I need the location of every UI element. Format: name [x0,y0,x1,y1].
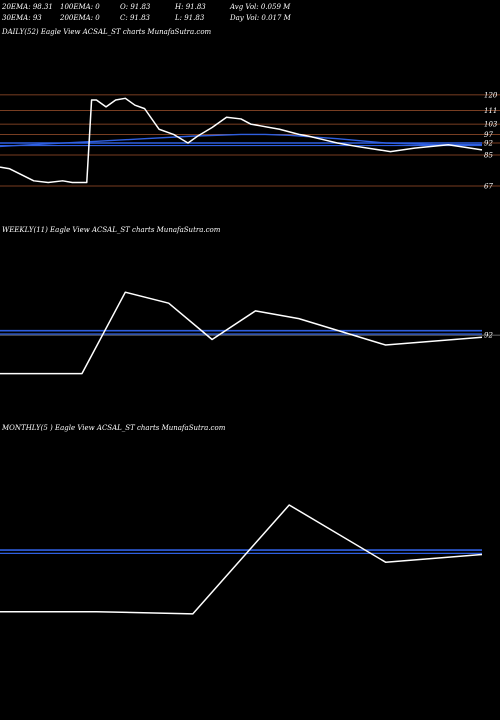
daily-panel-title: DAILY(52) Eagle View ACSAL_ST charts Mun… [2,28,212,36]
ema-curve [0,133,482,148]
price-series-line [0,97,483,184]
stat-20ema: 20EMA: 98.31 [2,3,53,11]
stat-low: L: 91.83 [175,14,205,22]
stat-100ema: 100EMA: 0 [60,3,100,11]
tick-label: 97 [484,131,493,139]
tick-label: 67 [484,182,493,190]
stat-200ema: 200EMA: 0 [60,14,100,22]
stat-open: O: 91.83 [120,3,151,11]
stat-avg-vol: Avg Vol: 0.059 M [230,3,291,11]
tick-label: 120 [484,91,498,99]
weekly-panel-title: WEEKLY(11) Eagle View ACSAL_ST charts Mu… [2,226,221,234]
stat-30ema: 30EMA: 93 [2,14,42,22]
stat-high: H: 91.83 [175,3,206,11]
tick-label: 103 [484,121,498,129]
monthly-panel-title: MONTHLY(5 ) Eagle View ACSAL_ST charts M… [2,424,226,432]
stat-close: C: 91.83 [120,14,150,22]
tick-label: 92 [484,332,493,340]
price-series-line [0,291,483,375]
price-series-line [0,504,483,615]
tick-label: 111 [484,107,497,115]
tick-label: 92 [484,140,493,148]
stat-day-vol: Day Vol: 0.017 M [230,14,291,22]
tick-label: 85 [484,152,493,160]
